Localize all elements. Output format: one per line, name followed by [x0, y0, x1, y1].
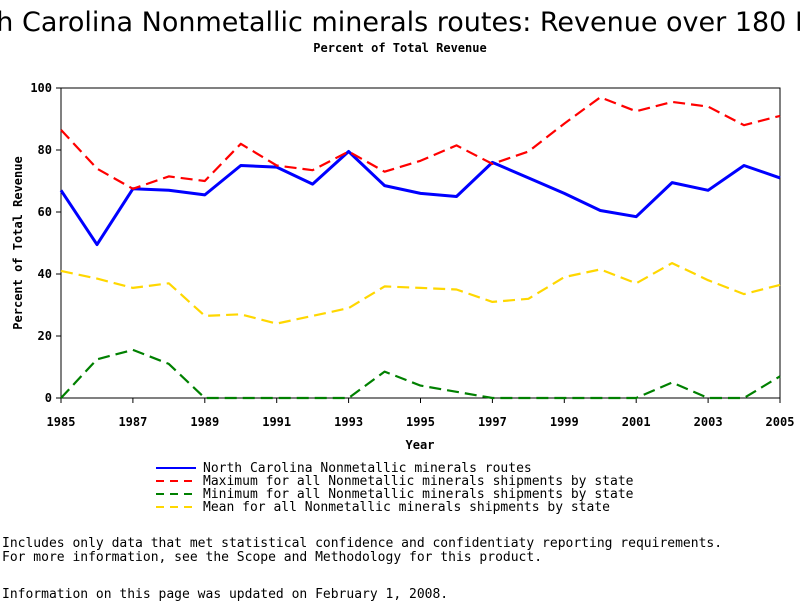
x-tick-label: 1995	[406, 415, 435, 429]
x-tick-label: 1993	[334, 415, 363, 429]
series-line-maximum	[60, 96, 781, 190]
x-tick-label: 1987	[118, 415, 147, 429]
x-tick-label: 1991	[262, 415, 291, 429]
legend-label: Mean for all Nonmetallic minerals shipme…	[203, 500, 610, 515]
confidence-note: Includes only data that met statistical …	[2, 536, 723, 551]
legend-label: North Carolina Nonmetallic minerals rout…	[203, 461, 532, 476]
update-note: Information on this page was updated on …	[2, 587, 449, 602]
chart: North Carolina Nonmetallic minerals rout…	[0, 7, 800, 515]
series-line-nc-routes	[59, 150, 781, 247]
plot-area	[60, 87, 781, 399]
methodology-note: For more information, see the Scope and …	[2, 550, 543, 565]
y-tick-label: 40	[38, 267, 52, 281]
series-line-minimum	[60, 348, 781, 400]
legend-label: Minimum for all Nonmetallic minerals shi…	[203, 487, 634, 502]
legend-label: Maximum for all Nonmetallic minerals shi…	[203, 474, 634, 489]
y-axis-label: Percent of Total Revenue	[11, 156, 25, 329]
y-axis: 0 20 40 60 80 100	[30, 81, 61, 405]
series-line-mean	[60, 262, 781, 325]
x-axis: 1985 1987 1989 1991 1993 1995 1997 1999 2001 2003…	[47, 398, 795, 429]
chart-title: North Carolina Nonmetallic minerals rout…	[0, 7, 800, 38]
x-tick-label: 2003	[694, 415, 723, 429]
chart-subtitle: Percent of Total Revenue	[313, 41, 486, 55]
y-tick-label: 80	[38, 143, 52, 157]
x-tick-label: 2005	[766, 415, 795, 429]
y-tick-label: 100	[30, 81, 52, 95]
legend: North Carolina Nonmetallic minerals rout…	[156, 461, 634, 515]
x-tick-label: 1997	[478, 415, 507, 429]
x-tick-label: 1989	[190, 415, 219, 429]
x-tick-label: 1999	[550, 415, 579, 429]
y-tick-label: 60	[38, 205, 52, 219]
x-tick-label: 1985	[47, 415, 76, 429]
x-axis-label: Year	[406, 438, 435, 452]
y-tick-label: 20	[38, 329, 52, 343]
series-lines	[59, 96, 781, 400]
x-tick-label: 2001	[622, 415, 651, 429]
y-tick-label: 0	[45, 391, 52, 405]
